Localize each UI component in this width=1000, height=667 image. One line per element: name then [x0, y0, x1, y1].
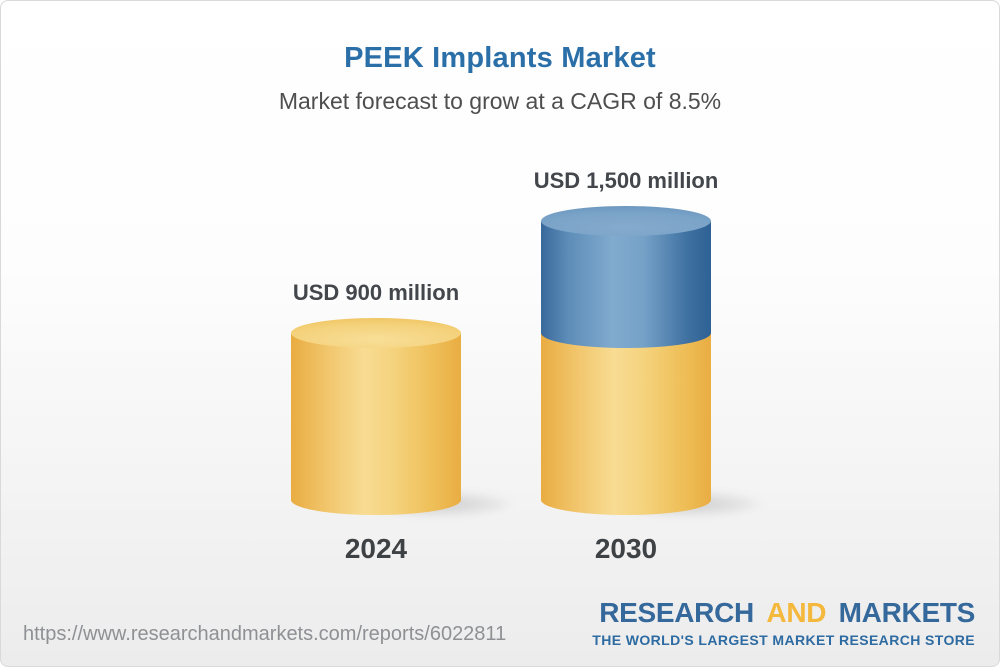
bar-value-label: USD 1,500 million	[533, 167, 719, 193]
brand-wordmark: RESEARCH AND MARKETS	[592, 597, 975, 629]
cylinder-top-cap	[541, 205, 711, 236]
report-url: https://www.researchandmarkets.com/repor…	[23, 623, 507, 645]
page-subtitle: Market forecast to grow at a CAGR of 8.5…	[278, 88, 722, 114]
bar-segment-base	[291, 332, 461, 515]
brand-word-research: RESEARCH	[599, 597, 754, 628]
bar-segment-base	[541, 332, 711, 515]
bar-segment-growth	[541, 220, 711, 333]
page-title: PEEK Implants Market	[344, 42, 656, 74]
brand-logo: RESEARCH AND MARKETS THE WORLD'S LARGEST…	[592, 597, 975, 648]
bar-category-label: 2024	[344, 533, 408, 564]
cylinder-bar-2030: USD 1,500 million 2030	[534, 1, 788, 601]
brand-word-markets: MARKETS	[838, 597, 976, 628]
segment-junction-ellipse	[541, 317, 711, 348]
bar-value-label: USD 900 million	[292, 279, 460, 305]
brand-tagline: THE WORLD'S LARGEST MARKET RESEARCH STOR…	[592, 632, 975, 648]
cylinder-bar-2024: USD 900 million 2024	[291, 1, 538, 601]
cylinder-top-cap	[291, 317, 461, 348]
brand-word-and: AND	[766, 597, 827, 628]
bar-category-label: 2030	[594, 533, 658, 564]
